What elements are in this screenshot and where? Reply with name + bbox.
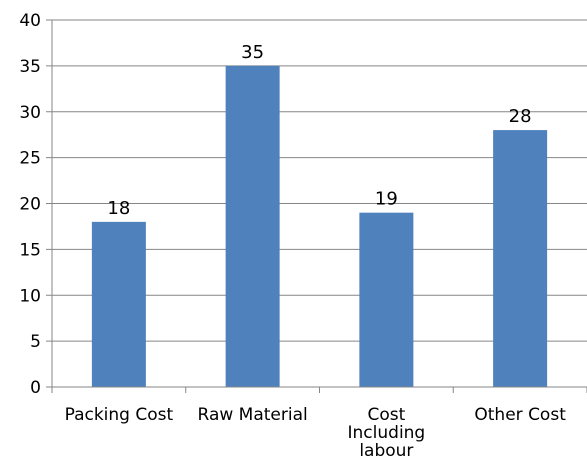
y-tick-label: 5 (30, 332, 41, 352)
y-tick-label: 30 (19, 103, 41, 123)
data-label: 18 (107, 198, 130, 219)
bars (91, 65, 548, 387)
y-tick-label: 40 (19, 11, 41, 31)
axes (46, 19, 587, 393)
category-label: labour (359, 441, 413, 461)
y-tick-labels: 0 5 10 15 20 25 30 35 40 (19, 11, 41, 398)
y-tick-label: 0 (30, 378, 41, 398)
category-label: Cost (367, 405, 405, 425)
category-label: Packing Cost (65, 405, 174, 425)
data-label: 35 (241, 42, 264, 63)
data-label: 28 (509, 106, 532, 127)
category-label: Raw Material (198, 405, 308, 425)
bar (359, 212, 414, 387)
data-label: 19 (375, 189, 398, 210)
bar (225, 65, 280, 387)
y-tick-label: 15 (19, 240, 41, 260)
bar (493, 130, 548, 387)
y-tick-label: 20 (19, 195, 41, 215)
y-tick-label: 25 (19, 149, 41, 169)
y-tick-label: 35 (19, 57, 41, 77)
category-labels: Packing Cost Raw Material CostIncludinglab… (65, 405, 567, 461)
category-label: Other Cost (474, 405, 566, 425)
bar (91, 221, 146, 387)
category-label: Including (348, 423, 426, 443)
y-tick-label: 10 (19, 286, 41, 306)
data-labels: 18 35 19 28 (107, 42, 531, 219)
